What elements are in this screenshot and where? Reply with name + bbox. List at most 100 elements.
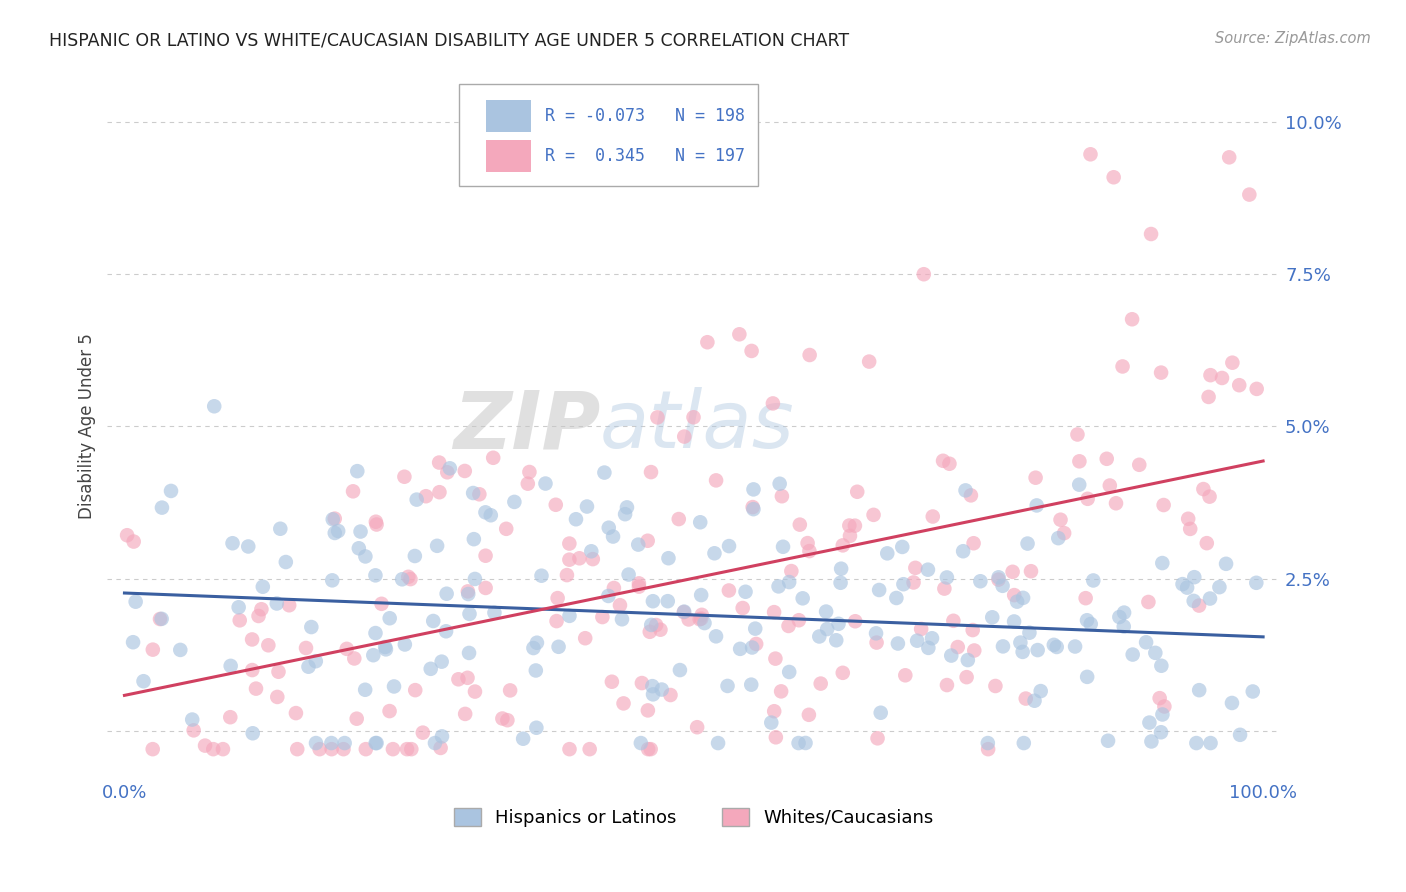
Point — [436, 587, 458, 601]
Point — [582, 552, 605, 566]
FancyBboxPatch shape — [486, 100, 530, 132]
Point — [382, 680, 405, 694]
Point — [631, 676, 654, 690]
Point — [780, 564, 803, 578]
Point — [457, 584, 479, 599]
Point — [364, 736, 387, 750]
Point — [124, 595, 146, 609]
Point — [1150, 658, 1173, 673]
Point — [627, 538, 650, 552]
Point — [526, 636, 548, 650]
Point — [1137, 595, 1160, 609]
Point — [295, 640, 318, 655]
Point — [905, 633, 928, 648]
Point — [1140, 734, 1163, 748]
Legend: Hispanics or Latinos, Whites/Caucasians: Hispanics or Latinos, Whites/Caucasians — [447, 800, 941, 834]
Point — [374, 642, 396, 657]
Point — [269, 522, 291, 536]
Point — [787, 613, 810, 627]
Point — [512, 731, 534, 746]
Point — [479, 508, 502, 523]
Point — [787, 736, 810, 750]
Point — [252, 580, 274, 594]
Point — [404, 683, 426, 698]
Point — [647, 410, 669, 425]
Point — [651, 682, 673, 697]
Point — [297, 659, 319, 673]
Point — [962, 536, 984, 550]
Point — [640, 465, 662, 479]
Point — [546, 614, 568, 628]
Point — [1108, 610, 1130, 624]
Point — [645, 618, 668, 632]
Point — [547, 591, 569, 606]
Point — [955, 483, 977, 498]
Point — [686, 720, 709, 734]
Point — [142, 742, 165, 756]
Point — [1220, 696, 1243, 710]
Point — [1185, 736, 1208, 750]
Point — [219, 710, 242, 724]
Point — [321, 736, 343, 750]
Point — [603, 581, 626, 595]
Point — [1002, 588, 1025, 602]
Point — [1098, 478, 1121, 492]
Point — [770, 684, 793, 698]
Point — [593, 466, 616, 480]
FancyBboxPatch shape — [486, 140, 530, 172]
Point — [1149, 691, 1171, 706]
Point — [1188, 599, 1211, 613]
Point — [284, 706, 307, 720]
Point — [422, 614, 444, 628]
Point — [150, 500, 173, 515]
Point — [868, 582, 890, 597]
Point — [342, 484, 364, 499]
Point — [763, 704, 786, 718]
Point — [565, 512, 588, 526]
Point — [815, 622, 838, 636]
Point — [846, 484, 869, 499]
Point — [1140, 227, 1163, 241]
Point — [682, 410, 704, 425]
Point — [122, 635, 145, 649]
Point — [1076, 613, 1098, 627]
Point — [690, 588, 713, 602]
Point — [921, 632, 943, 646]
Point — [221, 536, 243, 550]
Text: atlas: atlas — [600, 387, 794, 466]
Point — [434, 624, 457, 639]
Point — [1017, 536, 1039, 550]
Point — [464, 684, 486, 698]
Point — [558, 608, 581, 623]
Point — [1105, 496, 1128, 510]
Point — [1153, 498, 1175, 512]
Point — [934, 582, 956, 596]
Point — [1112, 606, 1135, 620]
Point — [474, 505, 496, 519]
Point — [609, 598, 631, 612]
Point — [519, 465, 541, 479]
Point — [1010, 635, 1032, 649]
Point — [991, 579, 1014, 593]
Point — [830, 575, 852, 590]
Point — [321, 742, 343, 756]
Point — [789, 517, 811, 532]
Point — [827, 616, 849, 631]
Point — [463, 486, 485, 500]
Point — [299, 620, 322, 634]
Point — [1128, 458, 1150, 472]
Point — [522, 641, 544, 656]
Point — [941, 648, 963, 663]
Point — [1218, 150, 1240, 164]
Point — [396, 570, 419, 584]
Point — [1150, 366, 1173, 380]
Point — [219, 658, 242, 673]
Point — [321, 574, 343, 588]
Point — [1211, 371, 1233, 385]
Point — [770, 489, 793, 503]
Point — [516, 476, 538, 491]
Point — [830, 562, 852, 576]
Point — [815, 605, 838, 619]
Point — [332, 742, 354, 756]
Point — [457, 587, 479, 601]
